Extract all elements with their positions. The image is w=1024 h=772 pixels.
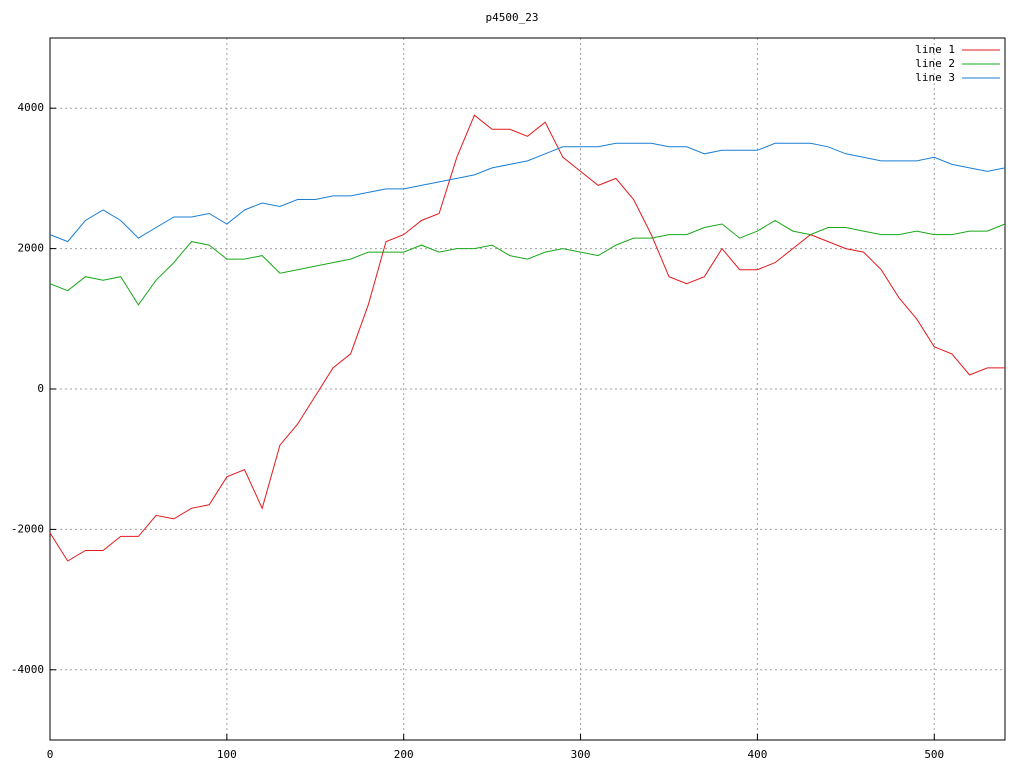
y-tick-label: -2000 [11,522,44,535]
x-tick-label: 200 [394,748,414,761]
chart-title: p4500_23 [486,11,539,24]
y-tick-label: 0 [37,382,44,395]
series-line [49,114,1005,562]
series-line [49,219,1006,306]
legend-label: line 1 [915,43,955,56]
legend-label: line 2 [915,57,955,70]
x-tick-label: 300 [571,748,591,761]
x-tick-label: 0 [47,748,54,761]
x-tick-label: 400 [747,748,767,761]
legend-label: line 3 [915,71,955,84]
y-tick-label: -4000 [11,663,44,676]
y-tick-label: 2000 [18,242,45,255]
x-tick-label: 100 [217,748,237,761]
x-tick-label: 500 [924,748,944,761]
plot-frame [49,37,1006,741]
y-tick-label: 4000 [18,101,45,114]
series-line [49,142,1006,243]
